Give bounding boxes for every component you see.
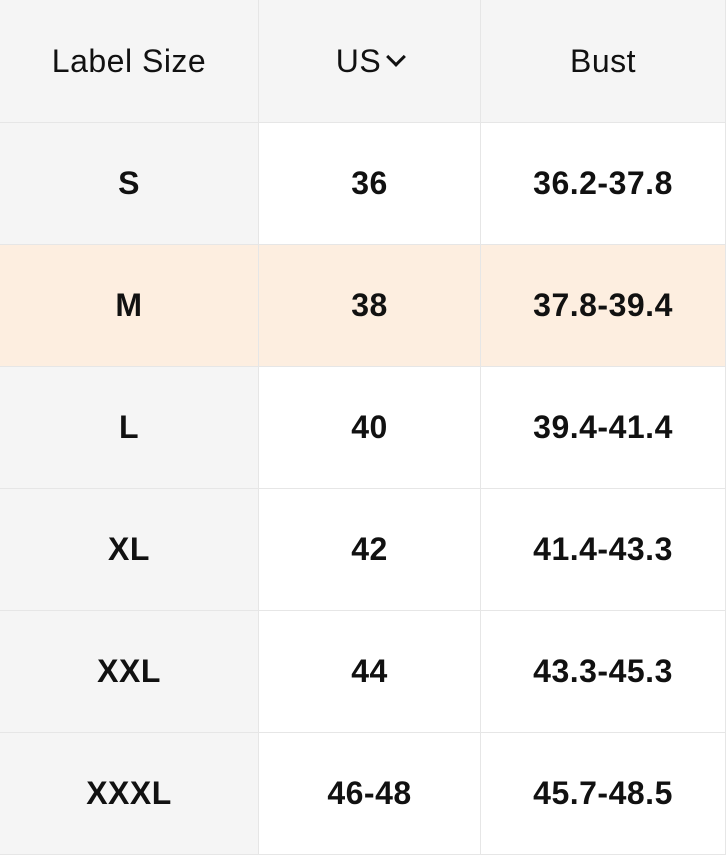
table-row[interactable]: S 36 36.2-37.8 — [0, 122, 726, 245]
header-row: Label Size US Bust — [0, 0, 726, 123]
size-label-cell: XXL — [0, 610, 259, 733]
header-bust: Bust — [480, 0, 726, 123]
size-label-cell: L — [0, 366, 259, 489]
bust-cell: 37.8-39.4 — [480, 244, 726, 367]
size-label-cell: S — [0, 122, 259, 245]
size-label-cell: XXXL — [0, 732, 259, 855]
table-row[interactable]: XL 42 41.4-43.3 — [0, 488, 726, 611]
table-row[interactable]: XXXL 46-48 45.7-48.5 — [0, 732, 726, 855]
header-label-size: Label Size — [0, 0, 259, 123]
chevron-down-icon — [386, 46, 407, 67]
bust-cell: 45.7-48.5 — [480, 732, 726, 855]
unit-selector-us[interactable]: US — [258, 0, 481, 123]
size-label-cell: M — [0, 244, 259, 367]
us-size-cell: 40 — [258, 366, 481, 489]
us-size-cell: 38 — [258, 244, 481, 367]
us-size-cell: 42 — [258, 488, 481, 611]
table-row[interactable]: M 38 37.8-39.4 — [0, 244, 726, 367]
table-row[interactable]: XXL 44 43.3-45.3 — [0, 610, 726, 733]
size-label-cell: XL — [0, 488, 259, 611]
bust-cell: 43.3-45.3 — [480, 610, 726, 733]
bust-cell: 39.4-41.4 — [480, 366, 726, 489]
table-row[interactable]: L 40 39.4-41.4 — [0, 366, 726, 489]
us-size-cell: 46-48 — [258, 732, 481, 855]
bust-cell: 41.4-43.3 — [480, 488, 726, 611]
us-size-cell: 44 — [258, 610, 481, 733]
bust-cell: 36.2-37.8 — [480, 122, 726, 245]
us-size-cell: 36 — [258, 122, 481, 245]
unit-label: US — [335, 42, 382, 79]
